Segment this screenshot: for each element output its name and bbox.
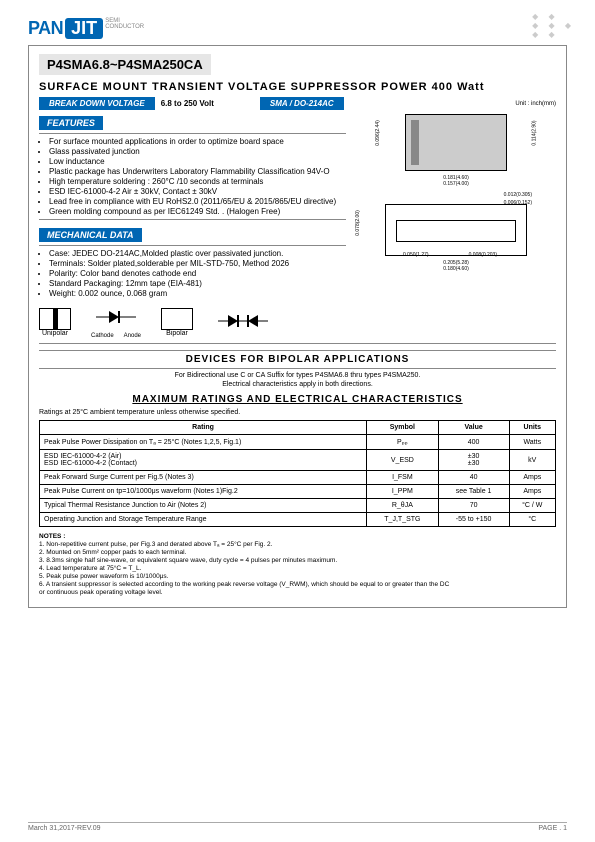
symbol-row: Unipolar CathodeAnode Bipolar	[39, 305, 556, 339]
ratings-table: Rating Symbol Value Units Peak Pulse Pow…	[39, 420, 556, 527]
unipolar-symbol	[39, 308, 71, 330]
package-top-view	[405, 114, 507, 171]
package-pill: SMA / DO-214AC	[260, 97, 344, 110]
decorative-dots: ◆ ◆◆ ◆ ◆◆ ◆	[532, 12, 575, 39]
bipolar-apps-head: DEVICES FOR BIPOLAR APPLICATIONS	[39, 350, 556, 369]
bipolar-note-1: For Bidirectional use C or CA Suffix for…	[39, 372, 556, 379]
subtitle: SURFACE MOUNT TRANSIENT VOLTAGE SUPPRESS…	[39, 81, 556, 93]
max-ratings-note: Ratings at 25°C ambient temperature unle…	[39, 409, 556, 416]
table-row: Peak Forward Surge Current per Fig.5 (No…	[40, 471, 556, 485]
table-row: Peak Pulse Power Dissipation on Tₐ = 25°…	[40, 435, 556, 450]
logo-pan: PAN	[28, 18, 63, 39]
features-list: For surface mounted applications in orde…	[39, 137, 346, 216]
bipolar-diode-icon	[213, 309, 273, 336]
mech-list: Case: JEDEC DO-214AC,Molded plastic over…	[39, 249, 346, 298]
footer-page: PAGE . 1	[538, 825, 567, 832]
bipolar-symbol	[161, 308, 193, 330]
logo-jit: JIT	[65, 18, 103, 39]
features-head: FEATURES	[39, 116, 103, 130]
notes-section: NOTES : 1. Non-repetitive current pulse,…	[39, 533, 556, 596]
table-row: Peak Pulse Current on tp=10/1000μs wavef…	[40, 485, 556, 499]
spec-pill-row: BREAK DOWN VOLTAGE 6.8 to 250 Volt SMA /…	[39, 97, 556, 110]
table-row: Operating Junction and Storage Temperatu…	[40, 513, 556, 527]
part-title: P4SMA6.8~P4SMA250CA	[39, 54, 211, 75]
footer-date: March 31,2017-REV.09	[28, 825, 101, 832]
mech-head: MECHANICAL DATA	[39, 228, 142, 242]
table-row: ESD IEC-61000-4-2 (Air) ESD IEC-61000-4-…	[40, 450, 556, 471]
breakdown-pill: BREAK DOWN VOLTAGE	[39, 97, 155, 110]
voltage-range: 6.8 to 250 Volt	[161, 99, 214, 108]
max-ratings-head: MAXIMUM RATINGS AND ELECTRICAL CHARACTER…	[39, 394, 556, 405]
logo: PAN JIT SEMI CONDUCTOR	[28, 18, 567, 39]
table-row: Typical Thermal Resistance Junction to A…	[40, 499, 556, 513]
unit-note: Unit : inch(mm)	[515, 101, 556, 107]
package-drawings: 0.181(4.60) 0.157(4.00) 0.114(2.90) 0.09…	[356, 110, 556, 301]
bipolar-note-2: Electrical characteristics apply in both…	[39, 381, 556, 388]
main-content: P4SMA6.8~P4SMA250CA SURFACE MOUNT TRANSI…	[28, 45, 567, 608]
package-side-view	[385, 204, 527, 256]
unipolar-diode-icon: CathodeAnode	[91, 305, 141, 339]
footer: March 31,2017-REV.09 PAGE . 1	[28, 822, 567, 832]
logo-subtitle: SEMI CONDUCTOR	[105, 18, 144, 30]
